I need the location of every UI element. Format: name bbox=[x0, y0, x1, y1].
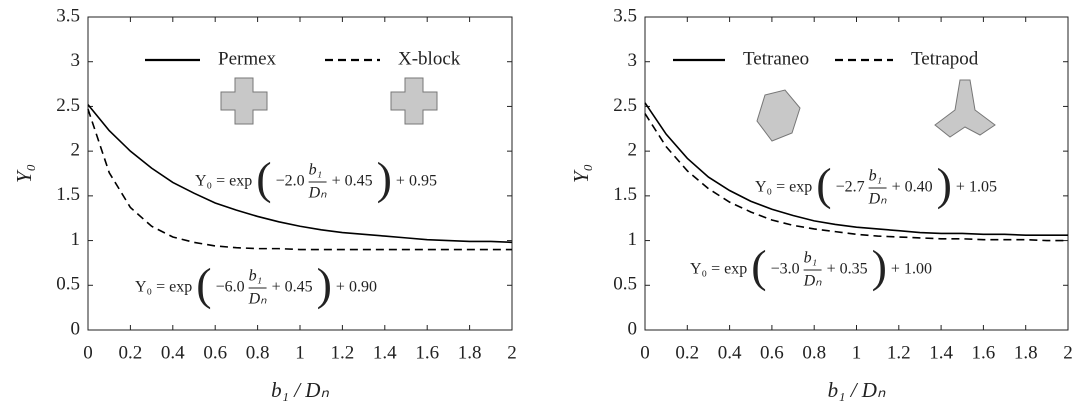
series-line bbox=[644, 113, 1068, 242]
x-tick-label: 0.8 bbox=[246, 342, 270, 363]
y-tick-label: 1.5 bbox=[613, 184, 637, 205]
legend-label: Permex bbox=[218, 48, 277, 69]
y-tick-label: 2.5 bbox=[56, 95, 80, 116]
formula-tail: + 0.90 bbox=[336, 279, 377, 296]
formula-lhs: Y₀ = exp bbox=[135, 279, 192, 296]
formula-num: b₁ bbox=[804, 250, 818, 267]
y-tick-label: 3 bbox=[628, 50, 638, 71]
formula-coef: −2.7 bbox=[836, 179, 865, 196]
y-tick-label: 0.5 bbox=[56, 274, 80, 295]
formula-paren: ) bbox=[317, 259, 332, 310]
formula: Y₀ = exp( −2.7b₁ Dₙ+ 0.40) + 1.05 bbox=[755, 159, 997, 210]
formula-inner: + 0.35 bbox=[827, 261, 868, 278]
series-line bbox=[644, 102, 1068, 237]
formula-num: b₁ bbox=[309, 162, 323, 179]
x-tick-label: 1.8 bbox=[1014, 342, 1038, 363]
formula-den: Dₙ bbox=[868, 191, 888, 208]
x-tick-label: 0.6 bbox=[760, 342, 784, 363]
y-tick-label: 1 bbox=[628, 229, 638, 250]
x-tick-label: 0.2 bbox=[675, 342, 699, 363]
y-tick-label: 1.5 bbox=[56, 184, 80, 205]
x-tick-label: 1.6 bbox=[972, 342, 996, 363]
legend-label: X-block bbox=[398, 48, 461, 69]
x-tick-label: 0.4 bbox=[161, 342, 185, 363]
x-tick-label: 2 bbox=[1063, 342, 1073, 363]
formula-lhs: Y₀ = exp bbox=[195, 173, 252, 190]
formula-paren: ( bbox=[256, 153, 271, 204]
formula-paren: ( bbox=[196, 259, 211, 310]
x-tick-label: 0 bbox=[83, 342, 93, 363]
x-tick-label: 2 bbox=[507, 342, 517, 363]
formula-paren: ) bbox=[377, 153, 392, 204]
formula: Y₀ = exp( −2.0b₁ Dₙ+ 0.45) + 0.95 bbox=[195, 153, 437, 204]
series-line bbox=[87, 104, 513, 244]
formula-inner: + 0.45 bbox=[332, 173, 373, 190]
y-tick-label: 0.5 bbox=[613, 274, 637, 295]
x-tick-label: 1 bbox=[295, 342, 305, 363]
formula-den: Dₙ bbox=[308, 185, 328, 202]
formula-inner: + 0.40 bbox=[892, 179, 933, 196]
formula-coef: −6.0 bbox=[216, 279, 245, 296]
x-tick-label: 1.4 bbox=[373, 342, 397, 363]
formula-inner: + 0.45 bbox=[272, 279, 313, 296]
formula-tail: + 1.05 bbox=[956, 179, 997, 196]
formula-den: Dₙ bbox=[803, 273, 823, 290]
y-tick-label: 1 bbox=[71, 229, 81, 250]
y-tick-label: 3 bbox=[71, 50, 81, 71]
x-tick-label: 0 bbox=[640, 342, 650, 363]
y-axis-label: Y₀ bbox=[12, 164, 36, 183]
y-tick-label: 2.5 bbox=[613, 95, 637, 116]
y-tick-label: 0 bbox=[71, 318, 81, 339]
formula-coef: −3.0 bbox=[771, 261, 800, 278]
formula-lhs: Y₀ = exp bbox=[755, 179, 812, 196]
x-tick-label: 1.6 bbox=[415, 342, 439, 363]
formula-paren: ( bbox=[816, 159, 831, 210]
x-tick-label: 0.8 bbox=[802, 342, 826, 363]
series-line bbox=[87, 108, 512, 251]
formula-tail: + 0.95 bbox=[396, 173, 437, 190]
x-tick-label: 1.2 bbox=[331, 342, 355, 363]
x-tick-label: 1.4 bbox=[929, 342, 953, 363]
formula-tail: + 1.00 bbox=[891, 261, 932, 278]
formula-lhs: Y₀ = exp bbox=[690, 261, 747, 278]
formula-paren: ( bbox=[751, 241, 766, 292]
x-tick-label: 0.6 bbox=[203, 342, 227, 363]
x-axis-label: b₁ / Dₙ bbox=[271, 378, 329, 402]
x-tick-label: 1 bbox=[852, 342, 862, 363]
formula: Y₀ = exp( −6.0b₁ Dₙ+ 0.45) + 0.90 bbox=[135, 259, 377, 310]
legend-label: Tetrapod bbox=[911, 48, 979, 69]
x-axis-label: b₁ / Dₙ bbox=[828, 378, 886, 402]
x-tick-label: 1.2 bbox=[887, 342, 911, 363]
y-tick-label: 2 bbox=[71, 140, 81, 161]
plot-frame bbox=[644, 16, 1069, 331]
formula: Y₀ = exp( −3.0b₁ Dₙ+ 0.35) + 1.00 bbox=[690, 241, 932, 292]
x-tick-label: 0.4 bbox=[718, 342, 742, 363]
legend-label: Tetraneo bbox=[743, 48, 809, 69]
formula-paren: ) bbox=[937, 159, 952, 210]
formula-num: b₁ bbox=[249, 268, 263, 285]
y-tick-label: 0 bbox=[628, 318, 638, 339]
formula-paren: ) bbox=[872, 241, 887, 292]
y-tick-label: 2 bbox=[628, 140, 638, 161]
y-axis-label: Y₀ bbox=[569, 164, 593, 183]
x-block-icon bbox=[390, 77, 438, 125]
formula-den: Dₙ bbox=[248, 291, 268, 308]
tetraneo-icon bbox=[756, 89, 801, 142]
y-tick-label: 3.5 bbox=[56, 5, 80, 26]
x-tick-label: 1.8 bbox=[458, 342, 482, 363]
tetrapod-icon bbox=[934, 79, 996, 138]
formula-num: b₁ bbox=[869, 168, 883, 185]
x-tick-label: 0.2 bbox=[119, 342, 143, 363]
y-tick-label: 3.5 bbox=[613, 5, 637, 26]
formula-coef: −2.0 bbox=[276, 173, 305, 190]
permex-icon bbox=[220, 77, 268, 125]
block-icons bbox=[220, 77, 996, 142]
